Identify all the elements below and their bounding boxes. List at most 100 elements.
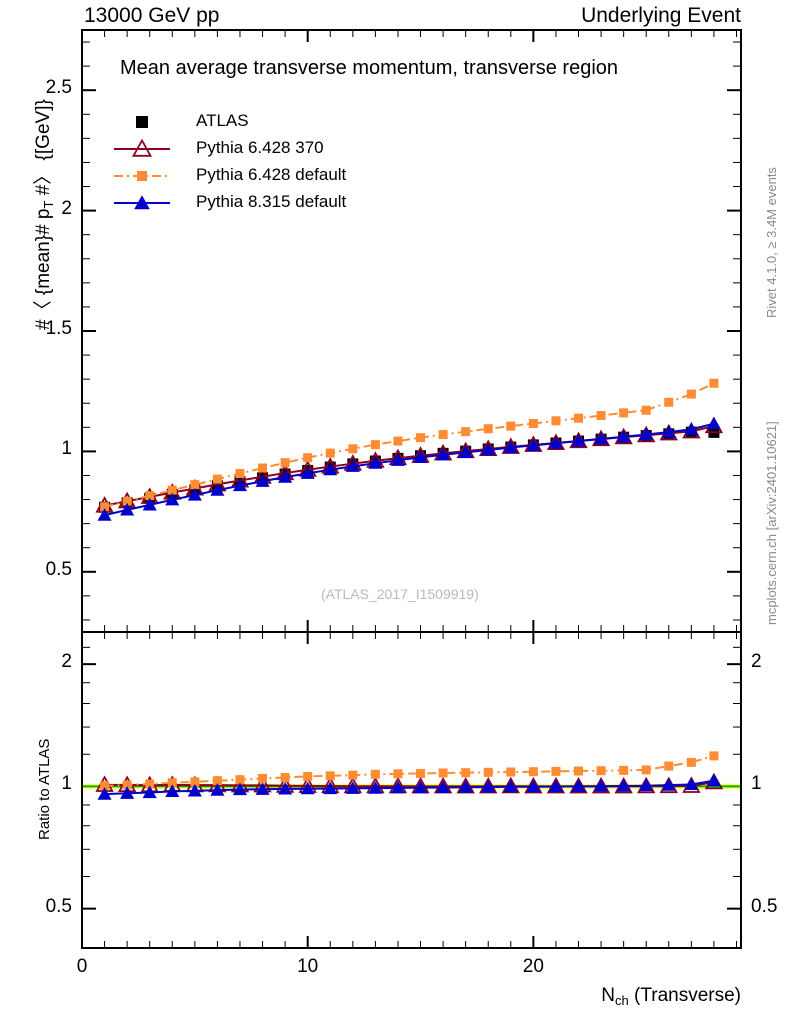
data-marker (413, 780, 428, 794)
data-marker (436, 447, 451, 461)
data-marker (639, 427, 654, 441)
data-marker (120, 786, 135, 799)
data-marker (571, 434, 586, 447)
legend-label-pythia6_370: Pythia 6.428 370 (196, 138, 324, 157)
ratio-ytick-label: 0.5 (45, 895, 72, 917)
data-marker (709, 751, 719, 761)
data-marker (145, 779, 155, 789)
data-marker (709, 378, 719, 388)
data-marker (136, 116, 148, 128)
data-marker (232, 782, 247, 796)
data-marker (619, 765, 629, 775)
data-marker (551, 766, 561, 776)
data-marker (167, 485, 177, 495)
series-line-pythia8_default (104, 779, 715, 796)
data-marker (501, 776, 520, 794)
xaxis-label: Nch (Transverse) (601, 985, 741, 1008)
main-ytick-label: 1.5 (45, 318, 72, 339)
data-marker (664, 397, 674, 407)
main-ytick-label: 1 (61, 438, 72, 460)
data-marker (280, 458, 290, 468)
main-ytick-label: 0.5 (45, 558, 72, 580)
data-marker (100, 502, 110, 512)
data-marker (131, 138, 153, 157)
data-marker (210, 483, 225, 496)
data-marker (438, 768, 448, 778)
data-marker (122, 780, 132, 790)
data-marker (255, 474, 270, 487)
data-marker (235, 469, 245, 479)
data-marker (142, 785, 157, 799)
data-marker (641, 765, 651, 775)
data-marker (303, 771, 313, 781)
data-marker (190, 480, 200, 490)
data-marker (661, 778, 676, 791)
data-marker (706, 773, 721, 787)
analysis-id-watermark: (ATLAS_2017_I1509919) (321, 586, 479, 602)
data-marker (506, 421, 516, 431)
ratio-ytick-label: 1 (61, 773, 72, 795)
data-marker (574, 413, 584, 423)
data-marker (187, 783, 202, 797)
data-marker (122, 496, 132, 506)
data-marker (210, 783, 225, 796)
data-marker (706, 416, 721, 430)
data-marker (641, 405, 651, 415)
data-marker (370, 769, 380, 779)
data-marker (661, 425, 676, 438)
data-marker (503, 779, 518, 793)
data-marker (120, 502, 135, 516)
data-marker (416, 768, 426, 778)
data-marker (235, 775, 245, 785)
data-marker (278, 781, 293, 795)
data-marker (483, 424, 493, 434)
data-marker (345, 781, 360, 794)
series-line-pythia6_default (104, 382, 715, 508)
data-marker (212, 776, 222, 786)
xtick-label: 20 (522, 956, 544, 977)
data-marker (325, 448, 335, 458)
data-marker (528, 767, 538, 777)
data-marker (461, 427, 471, 437)
xtick-label: 0 (76, 956, 88, 977)
data-marker (596, 766, 606, 776)
data-marker (370, 440, 380, 450)
xtick-label: 10 (297, 956, 319, 977)
data-marker (348, 444, 358, 454)
data-marker (300, 781, 315, 795)
legend-label-pythia8_default: Pythia 8.315 default (196, 192, 347, 211)
data-marker (548, 436, 563, 449)
data-marker (134, 195, 150, 210)
data-marker (664, 761, 674, 771)
data-marker (167, 778, 177, 788)
data-marker (303, 453, 313, 463)
ratio-ytick-label-right: 2 (751, 651, 762, 673)
data-marker (413, 450, 428, 463)
data-marker (483, 767, 493, 777)
data-marker (97, 787, 112, 800)
data-marker (165, 784, 180, 797)
data-marker (574, 766, 584, 776)
data-marker (594, 779, 609, 792)
data-marker (258, 773, 268, 783)
data-marker (616, 429, 631, 443)
data-marker (345, 459, 360, 472)
series-line-pythia6_default (104, 754, 715, 787)
data-marker (368, 456, 383, 469)
data-marker (551, 416, 561, 426)
header-energy-label: 13000 GeV pp (84, 4, 220, 27)
data-marker (187, 487, 202, 501)
data-marker (142, 497, 157, 511)
data-marker (684, 422, 699, 435)
data-marker (619, 408, 629, 418)
data-marker (548, 779, 563, 793)
ratio-ytick-label-right: 1 (751, 773, 762, 795)
main-panel-frame (81, 29, 742, 633)
data-marker (639, 778, 654, 792)
data-marker (390, 453, 405, 466)
data-marker (458, 780, 473, 793)
data-marker (416, 433, 426, 443)
data-marker (258, 463, 268, 473)
header-analysis-label: Underlying Event (581, 4, 741, 27)
